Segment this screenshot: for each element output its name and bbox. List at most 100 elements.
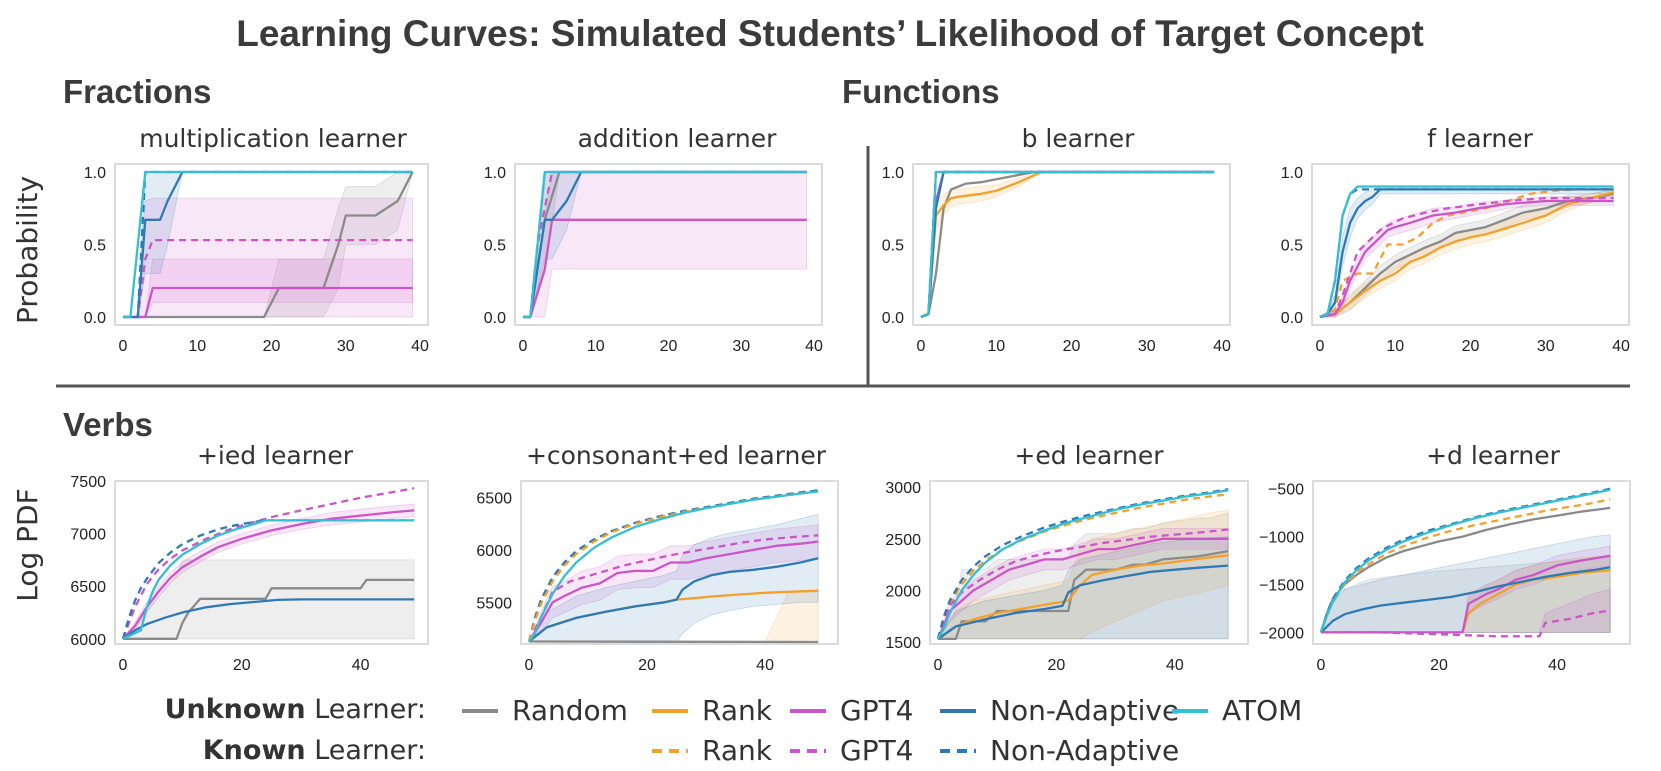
y-tick-label: −500 xyxy=(1268,482,1304,499)
plot-area xyxy=(1319,487,1611,638)
chart-panels: multiplication learner 0 10 20 30 40 0.0 0.5 1.0… xyxy=(70,124,1631,674)
chart-panel-b-learner: b learner 0 10 20 30 40 0.0 0.5 1.0 xyxy=(882,124,1231,355)
x-tick-label: 20 xyxy=(1430,657,1448,674)
y-tick-label: 0.5 xyxy=(484,238,506,255)
series-line-atom-solid xyxy=(937,489,1229,640)
series-line-atom-solid xyxy=(920,170,1215,319)
legend-item-known-rank: Rank xyxy=(652,734,773,767)
y-tick-label: 3000 xyxy=(885,480,921,497)
x-tick-label: 30 xyxy=(1537,338,1555,355)
x-tick-label: 40 xyxy=(1612,338,1630,355)
legend-label: ATOM xyxy=(1222,694,1302,727)
chart-panel-consonant-ed-learner: +consonant+ed learner 0 20 40 5500 6000 6500 xyxy=(476,441,839,674)
legend: Unknown Learner: Known Learner: Random Ra… xyxy=(165,694,1303,767)
series-line-random-solid xyxy=(920,170,1215,319)
x-tick-label: 0 xyxy=(1317,657,1326,674)
series-line-atom-solid xyxy=(1319,185,1614,319)
y-tick-label: 5500 xyxy=(476,595,512,612)
y-tick-label: 0.5 xyxy=(1281,238,1303,255)
series-line-rank-solid xyxy=(1319,191,1614,319)
chart-panel-multiplication-learner: multiplication learner 0 10 20 30 40 0.0 0.5 1.0 xyxy=(84,124,429,355)
series-line-gpt4-dashed xyxy=(936,528,1229,640)
x-tick-label: 20 xyxy=(1063,338,1081,355)
figure-title: Learning Curves: Simulated Students’ Lik… xyxy=(236,13,1424,54)
series-line-non-adaptive-solid xyxy=(122,598,415,640)
y-tick-label: 1.0 xyxy=(882,165,904,182)
section-title-fractions: Fractions xyxy=(63,73,212,110)
x-tick-label: 0 xyxy=(519,338,528,355)
legend-unknown-bold: Unknown xyxy=(165,694,306,725)
series-line-gpt4-solid xyxy=(1321,554,1611,634)
y-tick-label: 0.0 xyxy=(84,310,106,327)
legend-item-unknown-non-adaptive: Non-Adaptive xyxy=(940,694,1179,727)
plot-area xyxy=(527,489,819,644)
x-tick-label: 40 xyxy=(411,338,429,355)
chart-panel-addition-learner: addition learner 0 10 20 30 40 0.0 0.5 1.0 xyxy=(484,124,823,355)
legend-item-known-non-adaptive: Non-Adaptive xyxy=(940,734,1179,767)
series-line-atom-solid xyxy=(1319,488,1611,633)
y-tick-label: −2000 xyxy=(1259,625,1304,642)
section-title-functions: Functions xyxy=(842,73,1000,110)
x-tick-label: 20 xyxy=(660,338,678,355)
x-tick-label: 40 xyxy=(1213,338,1231,355)
legend-label: GPT4 xyxy=(840,734,914,767)
legend-unknown-suffix: Learner: xyxy=(306,694,426,725)
x-tick-label: 20 xyxy=(1048,657,1066,674)
y-tick-label: 0.0 xyxy=(484,310,506,327)
panel-title: +d learner xyxy=(1426,441,1560,470)
series-line-gpt4-dashed xyxy=(1321,609,1611,638)
series-line-atom-solid xyxy=(528,490,819,643)
plot-area xyxy=(123,170,414,319)
x-tick-label: 30 xyxy=(337,338,355,355)
band-rank-solid xyxy=(937,509,1229,640)
panel-title: b learner xyxy=(1022,124,1136,153)
y-tick-label: −1500 xyxy=(1259,578,1304,595)
legend-item-unknown-rank: Rank xyxy=(652,694,773,727)
legend-row-known-label: Known Learner: xyxy=(203,735,426,766)
x-tick-label: 40 xyxy=(352,657,370,674)
band-rank-solid xyxy=(920,171,1215,318)
y-tick-label: 6000 xyxy=(476,543,512,560)
x-tick-label: 0 xyxy=(119,338,128,355)
y-tick-label: 0.5 xyxy=(84,238,106,255)
legend-label: Non-Adaptive xyxy=(990,734,1179,767)
panel-title: addition learner xyxy=(578,124,778,153)
y-tick-label: 1.0 xyxy=(484,165,506,182)
series-line-non-adaptive-dashed xyxy=(1319,487,1611,633)
x-tick-label: 40 xyxy=(805,338,823,355)
legend-known-suffix: Learner: xyxy=(306,735,426,766)
y-tick-label: 1.0 xyxy=(84,165,106,182)
panel-title: +consonant+ed learner xyxy=(526,441,827,470)
series-line-gpt4-dashed xyxy=(1319,196,1614,319)
x-tick-label: 0 xyxy=(934,657,943,674)
y-tick-label: 2000 xyxy=(885,583,921,600)
x-tick-label: 20 xyxy=(263,338,281,355)
x-tick-label: 40 xyxy=(756,657,774,674)
x-tick-label: 0 xyxy=(119,657,128,674)
legend-item-unknown-atom: ATOM xyxy=(1172,694,1302,727)
legend-label: Random xyxy=(512,694,628,727)
y-tick-label: −1000 xyxy=(1259,530,1304,547)
series-line-random-solid xyxy=(123,171,414,319)
x-tick-label: 30 xyxy=(1138,338,1156,355)
legend-items: Random Rank GPT4 Non-Adaptive ATOM Rank GPT4 No… xyxy=(462,694,1302,767)
x-tick-label: 0 xyxy=(1316,338,1325,355)
plot-area xyxy=(936,488,1229,641)
y-tick-label: 2500 xyxy=(885,532,921,549)
y-tick-label: 7500 xyxy=(70,474,106,491)
y-tick-label: 6500 xyxy=(70,579,106,596)
series-line-non-adaptive-solid xyxy=(1319,188,1614,319)
y-tick-label: 1.0 xyxy=(1281,165,1303,182)
legend-item-unknown-random: Random xyxy=(462,694,628,727)
series-line-gpt4-dashed xyxy=(123,238,413,319)
x-tick-label: 20 xyxy=(638,657,656,674)
series-line-atom-solid xyxy=(123,170,413,319)
y-tick-label: 0.5 xyxy=(882,238,904,255)
panel-title: f learner xyxy=(1427,124,1533,153)
series-line-non-adaptive-dashed xyxy=(121,519,415,640)
x-tick-label: 20 xyxy=(233,657,251,674)
panel-title: +ed learner xyxy=(1014,441,1164,470)
panel-title: +ied learner xyxy=(197,441,354,470)
section-title-verbs: Verbs xyxy=(63,406,153,443)
